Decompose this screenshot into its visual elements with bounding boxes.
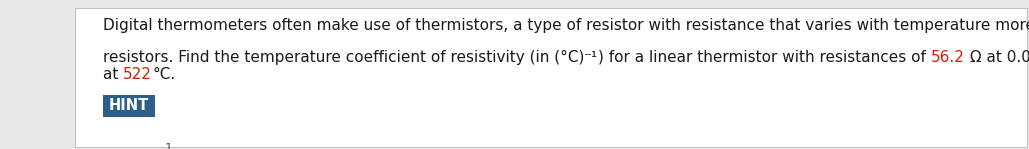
Text: ) for a linear thermistor with resistances of: ) for a linear thermistor with resistanc… (599, 50, 931, 65)
Text: Ω at 0.00°C and: Ω at 0.00°C and (965, 50, 1029, 65)
Text: °C.: °C. (152, 67, 175, 82)
Text: at: at (103, 67, 123, 82)
Text: ⁻¹: ⁻¹ (584, 50, 599, 65)
Text: resistors. Find the temperature coefficient of resistivity (in (°C): resistors. Find the temperature coeffici… (103, 50, 584, 65)
FancyBboxPatch shape (75, 8, 1027, 147)
Text: 56.2: 56.2 (931, 50, 965, 65)
Text: 522: 522 (123, 67, 152, 82)
Text: 1: 1 (165, 142, 173, 149)
FancyBboxPatch shape (103, 95, 155, 117)
Text: Digital thermometers often make use of thermistors, a type of resistor with resi: Digital thermometers often make use of t… (103, 18, 1029, 33)
Text: HINT: HINT (109, 98, 149, 114)
